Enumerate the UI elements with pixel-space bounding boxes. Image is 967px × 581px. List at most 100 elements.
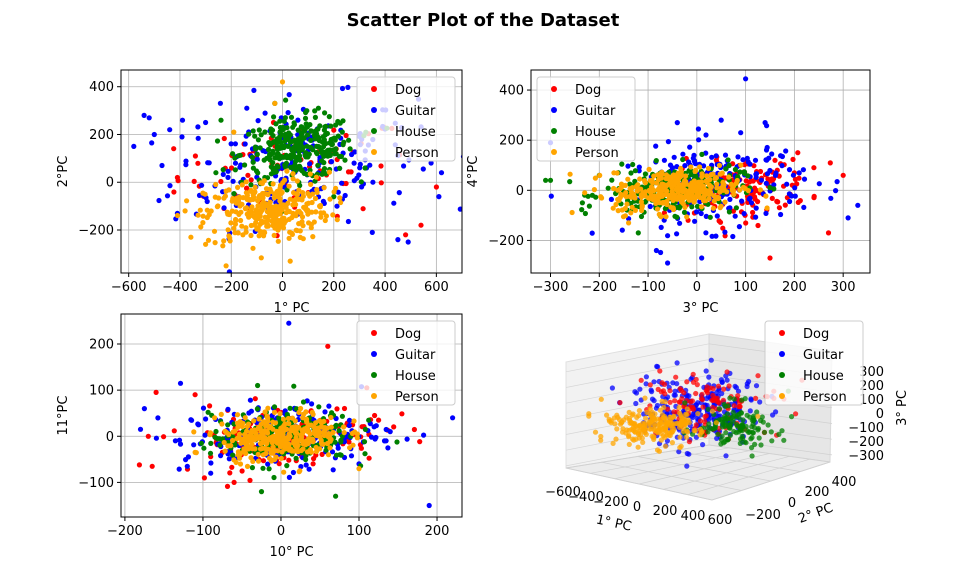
point-house	[258, 489, 265, 495]
point-guitar	[195, 135, 201, 141]
point-person	[207, 432, 213, 438]
point-person	[269, 218, 275, 224]
subplot-pc3-vs-pc4: −300 −200 −100 0 100 200 300 −200 0 200 400 3° PC 4°…	[466, 69, 871, 316]
point-person	[276, 225, 282, 231]
point-person	[231, 225, 237, 231]
point-guitar	[185, 454, 191, 460]
point-dog	[358, 445, 364, 451]
point-house	[316, 404, 322, 410]
point-house	[335, 133, 341, 139]
point-guitar	[667, 162, 674, 168]
point-person	[267, 210, 273, 216]
points-layer	[131, 79, 462, 273]
point-guitar	[184, 463, 190, 469]
point-guitar	[237, 164, 243, 170]
point-guitar	[351, 160, 357, 166]
legend-label-dog: Dog	[575, 83, 601, 98]
point-house	[732, 166, 739, 173]
point-person	[719, 170, 725, 176]
point-guitar	[792, 185, 798, 191]
point-person	[263, 429, 270, 435]
point-person	[731, 191, 737, 197]
point-guitar	[228, 141, 234, 147]
point-3d-guitar	[744, 383, 750, 390]
point-dog	[192, 153, 198, 159]
grid-line-3d	[708, 444, 831, 463]
point-guitar	[206, 160, 212, 166]
figure-title: Scatter Plot of the Dataset	[347, 10, 620, 31]
point-house	[362, 426, 368, 432]
point-person	[270, 222, 276, 229]
grid-line-3d	[637, 456, 772, 482]
point-dog	[827, 160, 833, 166]
point-person	[698, 204, 705, 210]
point-house	[304, 108, 310, 114]
point-house	[258, 132, 264, 138]
point-3d-house	[725, 403, 732, 409]
x-axis-label-3d: 1° PC	[595, 513, 633, 535]
point-guitar	[727, 196, 733, 202]
point-house	[249, 465, 255, 471]
point-person	[305, 429, 311, 435]
point-person	[215, 203, 221, 209]
point-house	[260, 465, 266, 471]
point-person	[188, 234, 194, 240]
point-person	[650, 195, 656, 201]
point-guitar	[290, 469, 296, 476]
point-house	[230, 151, 236, 157]
point-house	[282, 115, 288, 121]
point-3d-person	[684, 406, 690, 412]
point-person	[300, 223, 306, 229]
point-house	[293, 406, 300, 412]
point-person	[247, 188, 253, 194]
point-house	[723, 166, 729, 172]
point-person	[299, 438, 305, 444]
point-person	[222, 448, 228, 454]
point-house	[303, 456, 309, 463]
point-person	[245, 444, 251, 450]
point-person	[271, 409, 278, 415]
point-guitar	[156, 197, 162, 204]
point-3d-house	[731, 428, 737, 435]
point-person	[197, 207, 203, 213]
point-house	[315, 105, 321, 111]
point-dog	[795, 150, 801, 156]
point-person	[264, 413, 270, 419]
point-person	[289, 231, 295, 237]
point-house	[271, 139, 277, 145]
point-person	[663, 172, 669, 178]
point-guitar	[665, 233, 671, 239]
point-house	[346, 137, 352, 143]
point-dog	[310, 461, 316, 467]
point-person	[637, 176, 643, 182]
point-person	[296, 187, 302, 193]
point-person	[309, 209, 315, 215]
y-axis-label: 2°PC	[56, 156, 71, 188]
point-dog	[797, 198, 803, 204]
point-3d-dog	[704, 388, 710, 394]
point-guitar	[346, 422, 352, 429]
point-house	[285, 135, 291, 142]
point-guitar	[834, 179, 840, 185]
legend-marker-house	[779, 372, 785, 378]
point-3d-person	[651, 436, 657, 442]
point-dog	[751, 194, 758, 200]
point-person	[220, 243, 226, 249]
point-person	[225, 443, 231, 449]
point-house	[250, 165, 256, 171]
point-dog	[171, 428, 177, 434]
point-house	[291, 383, 297, 389]
y-tick-label: −200	[78, 224, 114, 239]
point-person	[337, 195, 343, 201]
point-person	[251, 418, 257, 424]
point-3d-person	[614, 426, 620, 432]
point-person	[322, 217, 328, 224]
point-house	[250, 128, 256, 134]
point-person	[290, 202, 296, 208]
y-tick-label: 100	[89, 384, 114, 399]
point-guitar	[703, 132, 709, 138]
point-person	[651, 173, 657, 179]
point-3d-person	[661, 415, 667, 421]
point-dog	[743, 220, 749, 226]
point-person	[714, 181, 720, 187]
